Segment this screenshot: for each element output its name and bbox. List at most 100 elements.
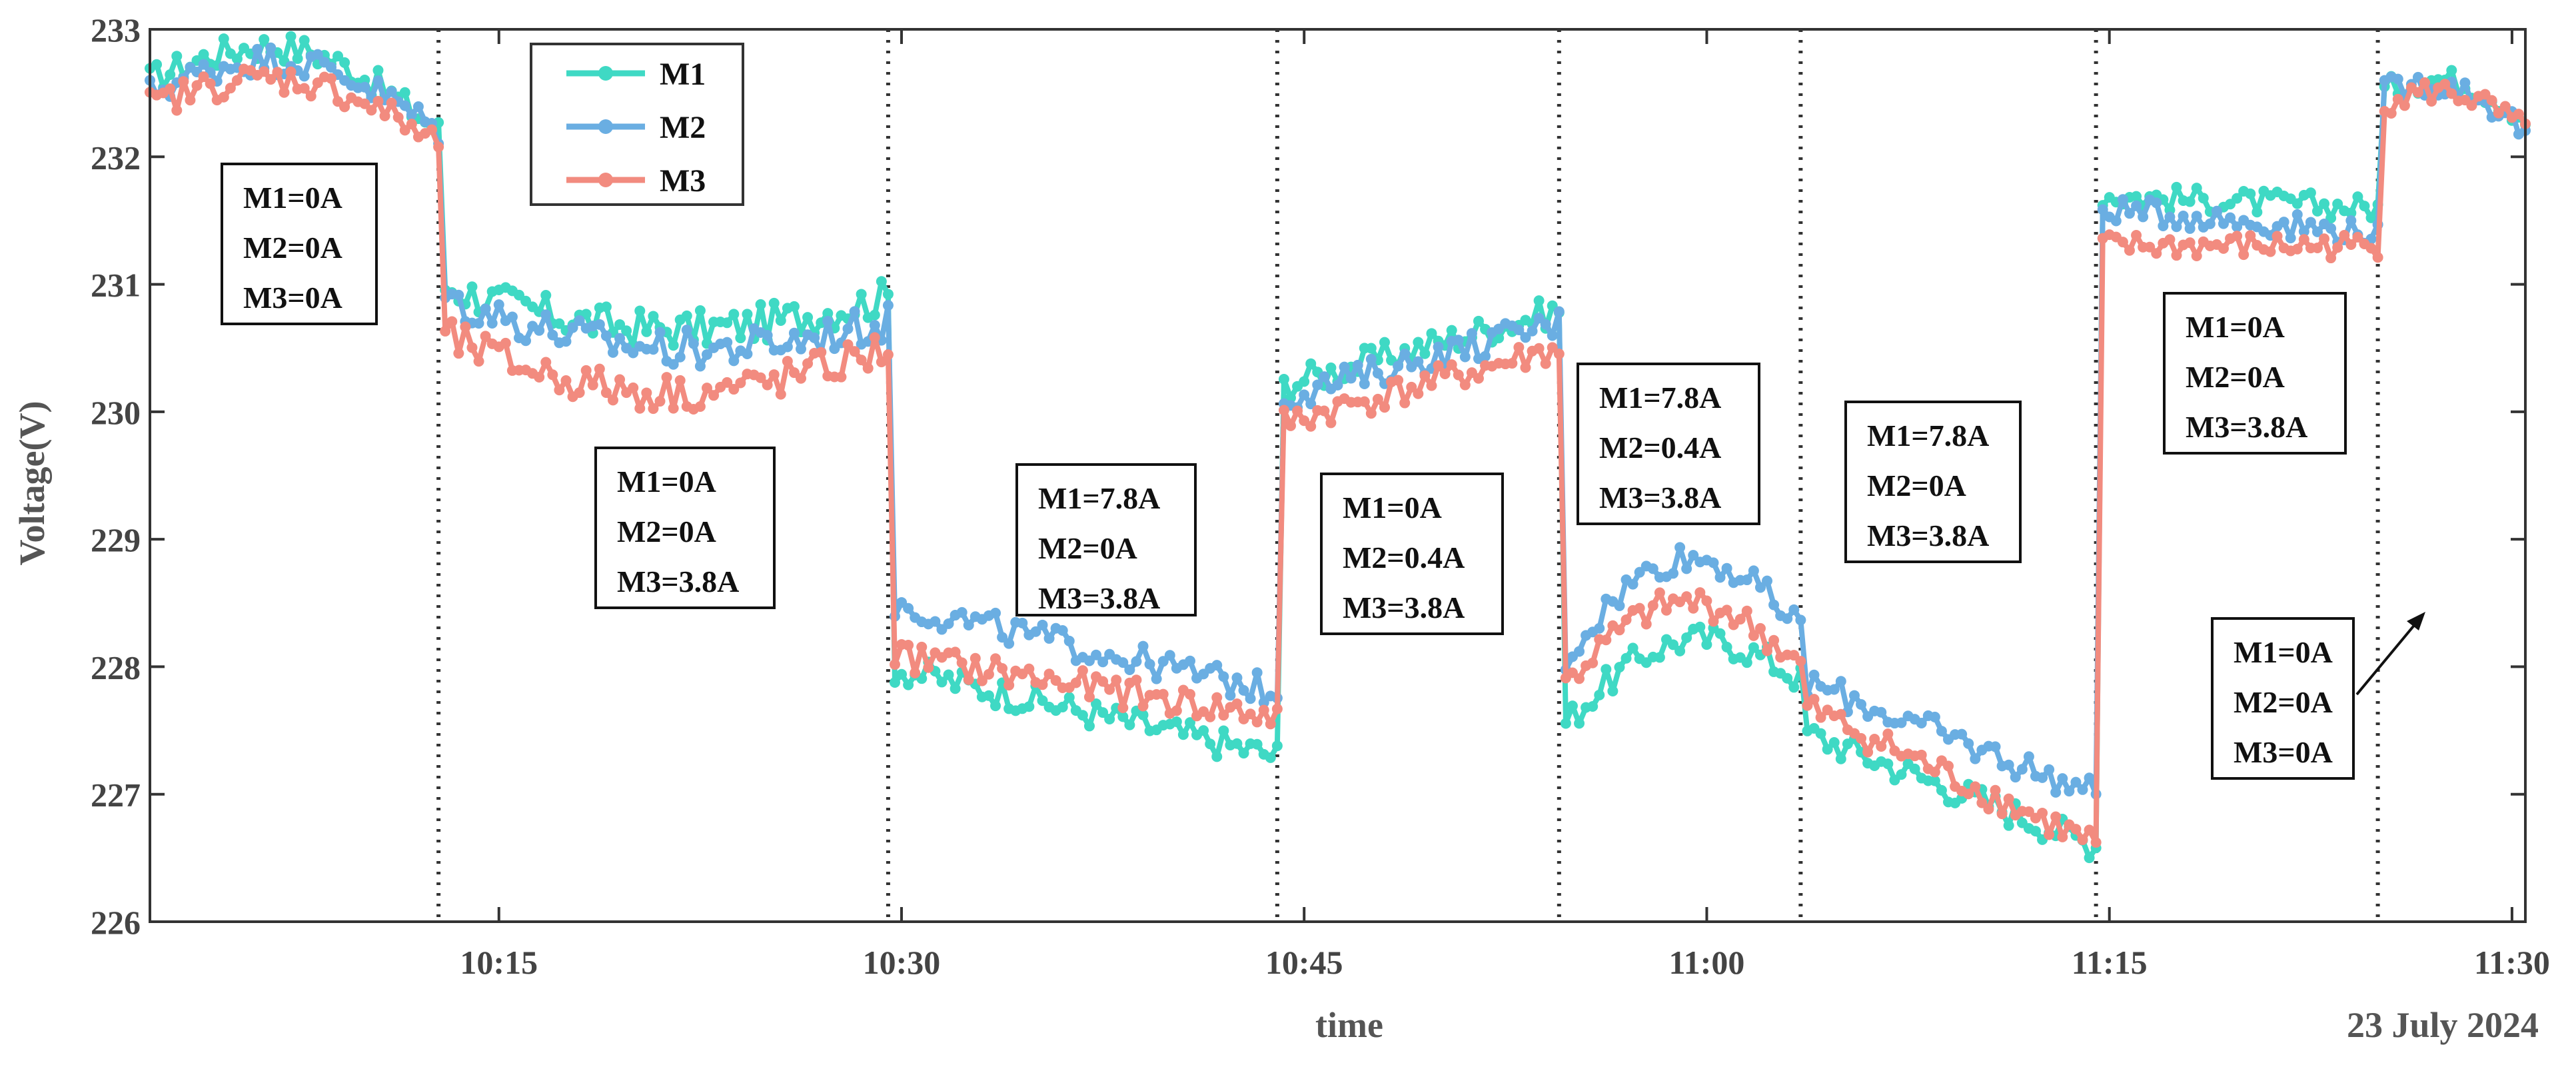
point-m2-245 bbox=[1788, 604, 1800, 615]
point-m2-221 bbox=[1627, 578, 1638, 590]
point-m1-13 bbox=[231, 53, 243, 65]
annotation-box-2: M1=0A M2=0A M3=3.8A bbox=[594, 447, 776, 609]
point-m1-109 bbox=[876, 276, 887, 287]
point-m2-320 bbox=[2291, 209, 2303, 220]
point-m3-229 bbox=[1681, 591, 1692, 602]
point-m2-293 bbox=[2110, 215, 2122, 227]
point-m2-80 bbox=[681, 325, 692, 336]
annotation-box-1: M1=0A M2=0A M3=0A bbox=[221, 163, 378, 325]
point-m3-246 bbox=[1795, 656, 1806, 667]
point-m1-38 bbox=[399, 87, 410, 98]
point-m3-140 bbox=[1083, 691, 1095, 702]
point-m3-134 bbox=[1043, 668, 1055, 680]
point-m3-49 bbox=[473, 356, 484, 367]
point-m3-115 bbox=[916, 641, 928, 652]
point-m2-272 bbox=[1970, 753, 1981, 764]
point-m2-258 bbox=[1876, 706, 1887, 718]
point-m1-235 bbox=[1721, 641, 1732, 652]
point-m2-119 bbox=[943, 618, 954, 629]
point-m3-350 bbox=[2493, 107, 2504, 119]
point-m3-139 bbox=[1077, 665, 1088, 676]
point-m2-62 bbox=[560, 336, 572, 347]
point-m2-162 bbox=[1231, 672, 1243, 683]
point-m3-290 bbox=[2090, 837, 2102, 848]
point-m2-70 bbox=[614, 333, 626, 344]
annotation-frame-8 bbox=[2211, 617, 2355, 780]
point-m3-327 bbox=[2339, 230, 2350, 241]
point-m3-151 bbox=[1157, 688, 1169, 700]
point-m2-181 bbox=[1359, 378, 1370, 389]
point-m3-237 bbox=[1734, 614, 1746, 625]
point-m2-233 bbox=[1708, 557, 1719, 568]
point-m1-281 bbox=[2030, 826, 2041, 837]
legend-marker-m3 bbox=[598, 173, 613, 187]
y-tick-label-230: 230 bbox=[91, 394, 141, 431]
point-m3-173 bbox=[1305, 421, 1317, 432]
point-m2-291 bbox=[2097, 204, 2108, 215]
point-m2-238 bbox=[1741, 574, 1752, 586]
point-m3-195 bbox=[1453, 369, 1464, 381]
point-m2-251 bbox=[1828, 684, 1840, 695]
point-m3-316 bbox=[2265, 246, 2276, 257]
point-m3-58 bbox=[534, 371, 545, 383]
point-m2-78 bbox=[668, 359, 679, 370]
point-m3-247 bbox=[1802, 700, 1813, 711]
point-m3-84 bbox=[708, 390, 720, 401]
x-tick-label-0: 10:15 bbox=[460, 944, 538, 981]
point-m1-1 bbox=[151, 59, 163, 70]
point-m2-207 bbox=[1533, 313, 1545, 324]
point-m2-160 bbox=[1218, 671, 1229, 682]
point-m3-223 bbox=[1640, 618, 1652, 630]
y-axis-title: Voltage(V) bbox=[12, 401, 52, 566]
point-m3-220 bbox=[1620, 614, 1632, 625]
point-m3-125 bbox=[983, 668, 994, 680]
point-m1-75 bbox=[648, 311, 659, 322]
annotation-frame-3 bbox=[1015, 463, 1197, 616]
point-m2-246 bbox=[1795, 614, 1806, 626]
point-m1-29 bbox=[339, 57, 350, 68]
annotation-line-4-3: M3=3.8A bbox=[1343, 590, 1465, 624]
point-m1-140 bbox=[1083, 720, 1095, 732]
y-tick-label-226: 226 bbox=[91, 904, 141, 941]
annotation-line-7-2: M2=0A bbox=[2186, 360, 2285, 394]
point-m2-275 bbox=[1990, 741, 2001, 752]
annotation-line-7-3: M3=3.8A bbox=[2186, 410, 2307, 444]
point-m3-323 bbox=[2311, 242, 2323, 253]
point-m3-4 bbox=[171, 105, 183, 116]
point-m2-189 bbox=[1413, 356, 1424, 367]
point-m2-142 bbox=[1097, 656, 1109, 668]
point-m2-286 bbox=[2064, 786, 2075, 797]
point-m3-302 bbox=[2171, 250, 2182, 261]
y-tick-label-227: 227 bbox=[91, 776, 141, 814]
point-m1-190 bbox=[1419, 348, 1431, 359]
plot-frame bbox=[149, 28, 2527, 923]
x-tick-label-4: 11:15 bbox=[2072, 944, 2148, 981]
legend-marker-m2 bbox=[598, 119, 613, 134]
point-m3-133 bbox=[1037, 679, 1048, 690]
point-m1-234 bbox=[1714, 628, 1726, 639]
point-m3-301 bbox=[2164, 234, 2176, 245]
point-m2-205 bbox=[1520, 332, 1531, 343]
point-m3-340 bbox=[2426, 95, 2437, 107]
point-m3-183 bbox=[1372, 393, 1383, 405]
point-m3-280 bbox=[2023, 806, 2034, 817]
point-m3-193 bbox=[1439, 368, 1451, 379]
point-m2-81 bbox=[688, 338, 699, 349]
point-m3-13 bbox=[231, 75, 243, 86]
point-m1-113 bbox=[903, 679, 914, 690]
point-m3-284 bbox=[2050, 811, 2062, 822]
point-m3-331 bbox=[2365, 243, 2377, 254]
point-m1-231 bbox=[1694, 621, 1706, 632]
point-m1-61 bbox=[554, 318, 565, 329]
point-m2-105 bbox=[849, 306, 860, 317]
point-m3-144 bbox=[1111, 674, 1122, 686]
point-m1-176 bbox=[1325, 362, 1337, 373]
point-m2-297 bbox=[2138, 211, 2149, 223]
point-m3-87 bbox=[728, 384, 740, 395]
point-m1-320 bbox=[2291, 198, 2303, 209]
point-m3-39 bbox=[406, 119, 417, 130]
point-m1-17 bbox=[259, 34, 270, 45]
x-axis-title: time bbox=[1315, 1005, 1383, 1045]
point-m2-264 bbox=[1916, 717, 1927, 728]
point-m3-175 bbox=[1319, 405, 1330, 417]
